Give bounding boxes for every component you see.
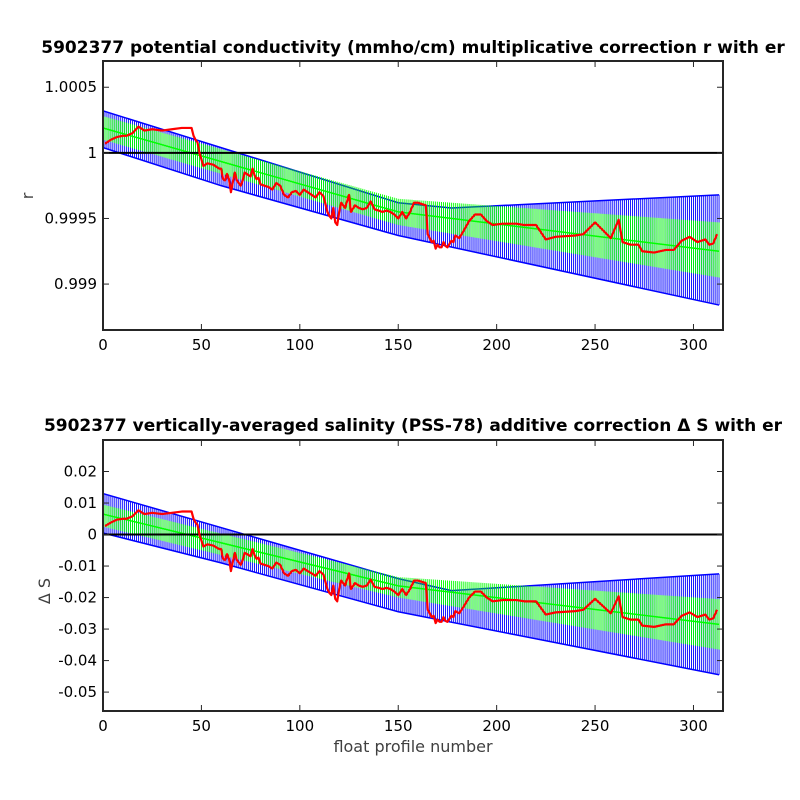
x-tick-label: 150 (384, 336, 413, 354)
y-tick-label: -0.03 (58, 620, 97, 638)
error-envelope-lower (103, 532, 720, 676)
x-tick-label: 50 (192, 336, 211, 354)
x-tick-label: 150 (384, 717, 413, 735)
x-tick-label: 300 (679, 717, 708, 735)
x-axis-label: float profile number (333, 737, 493, 756)
plot-area: 0 50 100 150 200 250 300 0.999 0.9995 1 1.0005 (45, 60, 724, 354)
x-tick-label: 0 (98, 717, 108, 735)
conductivity-correction-panel: 5902377 potential conductivity (mmho/cm)… (18, 38, 785, 354)
y-axis-label: r (18, 192, 37, 199)
plot-area: 0 50 100 150 200 250 300 -0.05 -0.04 -0.03 -0.02 -0… (58, 439, 724, 735)
x-tick-label: 250 (581, 336, 610, 354)
data-layer (103, 492, 723, 676)
y-tick-label: 0.01 (64, 494, 97, 512)
chart-title: 5902377 vertically-averaged salinity (PS… (44, 416, 783, 436)
x-tick-label: 100 (286, 336, 315, 354)
chart-title: 5902377 potential conductivity (mmho/cm)… (41, 38, 785, 58)
y-tick-label: -0.04 (58, 652, 97, 670)
data-layer (103, 110, 723, 306)
y-tick-label: 1 (87, 144, 97, 162)
x-tick-label: 0 (98, 336, 108, 354)
y-tick-label: -0.05 (58, 683, 97, 701)
y-tick-label: -0.02 (58, 589, 97, 607)
salinity-correction-panel: 5902377 vertically-averaged salinity (PS… (35, 416, 783, 756)
y-tick-label: 0.999 (54, 275, 97, 293)
x-tick-label: 250 (581, 717, 610, 735)
profile-correction-line (104, 125, 719, 254)
y-tick-label: -0.01 (58, 557, 97, 575)
y-tick-label: 0 (87, 526, 97, 544)
x-tick-label: 100 (286, 717, 315, 735)
axes-box (102, 60, 724, 331)
error-envelope-lower (103, 146, 720, 306)
x-tick-label: 300 (679, 336, 708, 354)
y-tick-label: 0.02 (64, 463, 97, 481)
y-tick-label: 0.9995 (45, 209, 98, 227)
x-tick-label: 50 (192, 717, 211, 735)
y-axis-label: Δ S (35, 578, 54, 604)
x-tick-label: 200 (482, 336, 511, 354)
x-tick-label: 200 (482, 717, 511, 735)
axes-box (102, 439, 724, 712)
profile-correction-line (104, 509, 719, 628)
y-tick-label: 1.0005 (45, 78, 98, 96)
